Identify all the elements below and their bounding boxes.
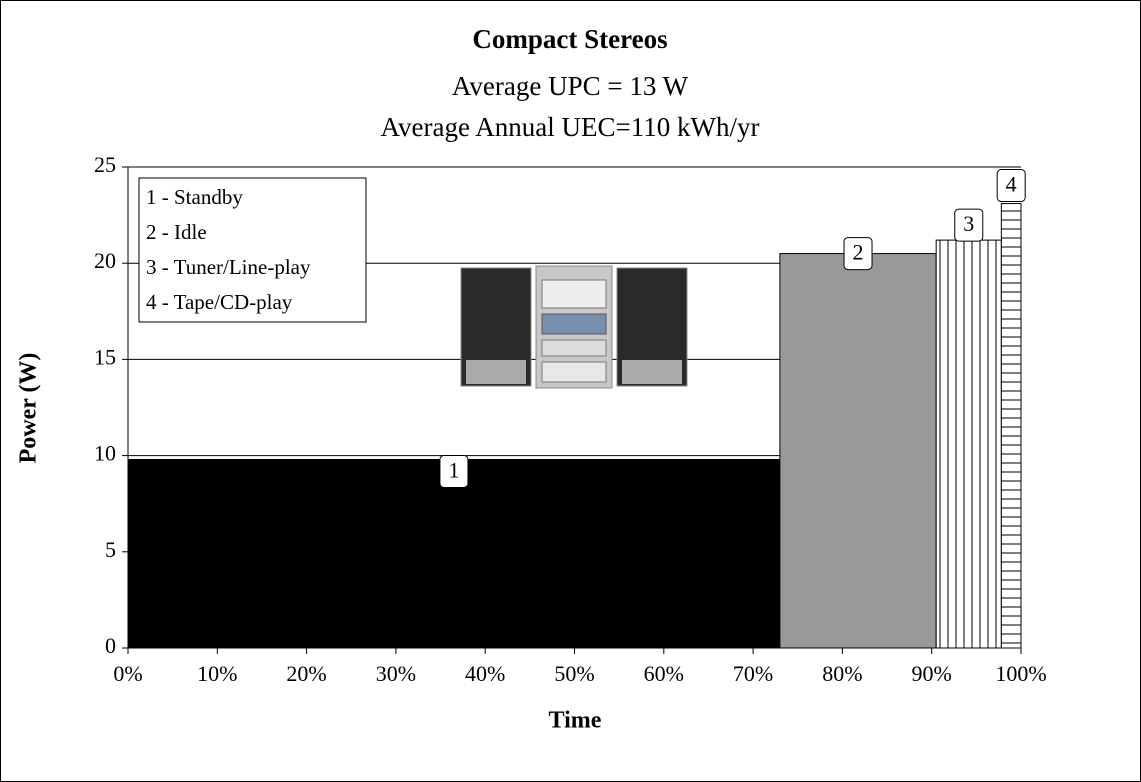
x-tick-label: 0% bbox=[113, 661, 142, 686]
legend-entry: 2 - Idle bbox=[146, 220, 207, 244]
bar bbox=[127, 458, 781, 649]
bar-label: 4 bbox=[1006, 172, 1017, 197]
y-tick-label: 20 bbox=[94, 248, 116, 273]
x-axis-title: Time bbox=[549, 708, 602, 734]
y-axis-title: Power (W) bbox=[16, 353, 42, 464]
bar bbox=[1000, 203, 1022, 649]
x-tick-label: 60% bbox=[644, 661, 684, 686]
bar-label-box bbox=[843, 237, 873, 271]
x-tick-label: 90% bbox=[912, 661, 952, 686]
y-tick-label: 15 bbox=[94, 344, 116, 369]
x-tick-label: 10% bbox=[197, 661, 237, 686]
bar bbox=[935, 239, 1002, 649]
y-tick-label: 25 bbox=[94, 152, 116, 177]
stereo-illustration bbox=[460, 265, 688, 389]
chart-subtitle: Average Annual UEC=110 kWh/yr bbox=[381, 112, 760, 142]
bar-label: 3 bbox=[963, 211, 974, 236]
legend-entry: 1 - Standby bbox=[146, 185, 243, 209]
y-tick-label: 10 bbox=[94, 441, 116, 466]
bar-label-box bbox=[439, 454, 469, 488]
bar bbox=[779, 253, 937, 649]
bar-label-box bbox=[996, 169, 1026, 203]
x-tick-label: 20% bbox=[286, 661, 326, 686]
bar-label: 2 bbox=[853, 240, 864, 265]
chart-subtitle: Average UPC = 13 W bbox=[452, 71, 689, 101]
legend-entry: 4 - Tape/CD-play bbox=[146, 290, 293, 314]
x-tick-label: 80% bbox=[822, 661, 862, 686]
y-tick-label: 5 bbox=[105, 537, 116, 562]
x-tick-label: 50% bbox=[554, 661, 594, 686]
legend-entry: 3 - Tuner/Line-play bbox=[146, 255, 311, 279]
chart-title: Compact Stereos bbox=[472, 24, 667, 54]
x-tick-label: 70% bbox=[733, 661, 773, 686]
legend-box bbox=[138, 177, 367, 323]
bar-label: 1 bbox=[448, 457, 459, 482]
x-tick-label: 30% bbox=[376, 661, 416, 686]
x-tick-label: 100% bbox=[995, 661, 1046, 686]
x-tick-label: 40% bbox=[465, 661, 505, 686]
bar-label-box bbox=[954, 208, 984, 242]
y-tick-label: 0 bbox=[105, 633, 116, 658]
